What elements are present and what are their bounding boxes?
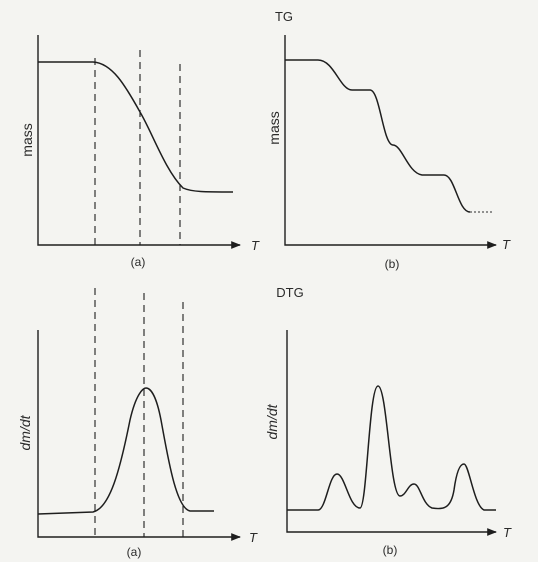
tg-b-caption: (b) [385,257,400,271]
dtg-a-panel: dm/dt T (a) [17,288,258,559]
dtg-a-caption: (a) [127,545,142,559]
tg-b-mass-curve [285,59,471,213]
tg-b-axes [284,35,497,249]
tg-a-caption: (a) [131,255,146,269]
dtg-b-caption: (b) [383,543,398,557]
tg-b-panel: mass T (b) [266,35,511,271]
tg-a-ylabel: mass [19,123,35,156]
dtg-b-panel: dm/dt T (b) [264,330,512,557]
dtg-a-axes [37,330,241,541]
dtg-a-xlabel: T [249,530,258,545]
tg-heading: TG [275,9,293,24]
tg-a-mass-curve [38,61,234,193]
tg-b-xlabel: T [502,237,511,252]
dtg-heading: DTG [276,285,303,300]
tg-b-ylabel: mass [266,111,282,144]
dtg-b-xlabel: T [503,525,512,540]
dtg-b-ylabel: dm/dt [264,403,280,439]
tg-a-axes [37,35,241,249]
dtg-b-axes [286,330,497,536]
tg-a-panel: mass T (a) [19,35,260,269]
dtg-b-peaks-curve [287,385,496,511]
tg-a-xlabel: T [251,238,260,253]
dtg-a-ylabel: dm/dt [17,414,33,450]
dtg-a-peak-curve [37,387,214,515]
